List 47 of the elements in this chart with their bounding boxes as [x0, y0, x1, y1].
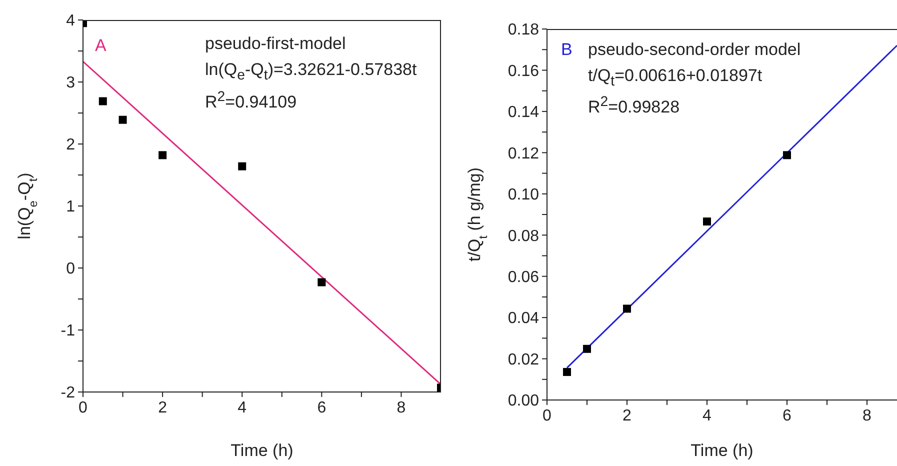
y-tick-label: 1 [66, 198, 76, 216]
annotation: B [561, 40, 572, 60]
point [703, 218, 711, 226]
x-tick-label: 0 [78, 399, 88, 416]
point [783, 151, 791, 160]
x-tick-label: 6 [317, 399, 326, 416]
x-axis-title: Time (h) [690, 441, 754, 460]
x-tick-label: 2 [158, 399, 168, 416]
point [318, 278, 326, 286]
point [563, 368, 571, 376]
y-tick-label: 0.18 [508, 22, 540, 39]
y-tick-label: 0.08 [508, 228, 540, 245]
point [98, 97, 107, 106]
y-tick-label: -2 [60, 384, 76, 402]
x-tick-label: 0 [542, 407, 552, 424]
x-tick-label: 4 [702, 407, 712, 424]
x-tick-label: 2 [622, 407, 632, 424]
y-tick-label: 2 [66, 136, 76, 154]
y-tick-label: 0.10 [508, 186, 540, 204]
annotation: t/Q$_{t}$=0.00616+0.01897t [588, 66, 762, 92]
point [158, 151, 167, 160]
point [238, 162, 246, 170]
y-tick-label: 4 [66, 12, 76, 30]
point [583, 344, 591, 353]
y-tick-label: 0 [66, 260, 76, 278]
annotation: pseudo-first-model [205, 34, 346, 54]
y-tick-label: 0.00 [508, 392, 540, 410]
y-tick-label: 0.06 [508, 269, 540, 286]
point [118, 116, 127, 124]
annotation: A [95, 36, 106, 56]
annotation: R$^{2}$=0.94109 [205, 88, 297, 113]
x-axis-title: Time (h) [230, 441, 294, 460]
y-tick-label: 0.16 [508, 62, 540, 80]
y-tick-label: -1 [60, 322, 76, 340]
y-tick-label: 3 [66, 74, 76, 92]
x-tick-label: 8 [396, 399, 406, 416]
annotation: pseudo-second-order model [588, 40, 801, 60]
x-tick-label: 6 [782, 407, 792, 424]
y-tick-label: 0.14 [508, 104, 540, 122]
y-tick-label: 0.12 [508, 145, 540, 162]
y-tick-label: 0.02 [508, 351, 540, 368]
x-tick-label: 8 [862, 407, 872, 424]
annotation: ln(Q$_{e}$-Q$_{t}$)=3.32621-0.57838t [205, 60, 417, 86]
annotation: R$^{2}$=0.99828 [588, 93, 680, 118]
y-tick-label: 0.04 [508, 310, 540, 328]
x-tick-label: 4 [238, 399, 247, 416]
point [623, 304, 631, 313]
